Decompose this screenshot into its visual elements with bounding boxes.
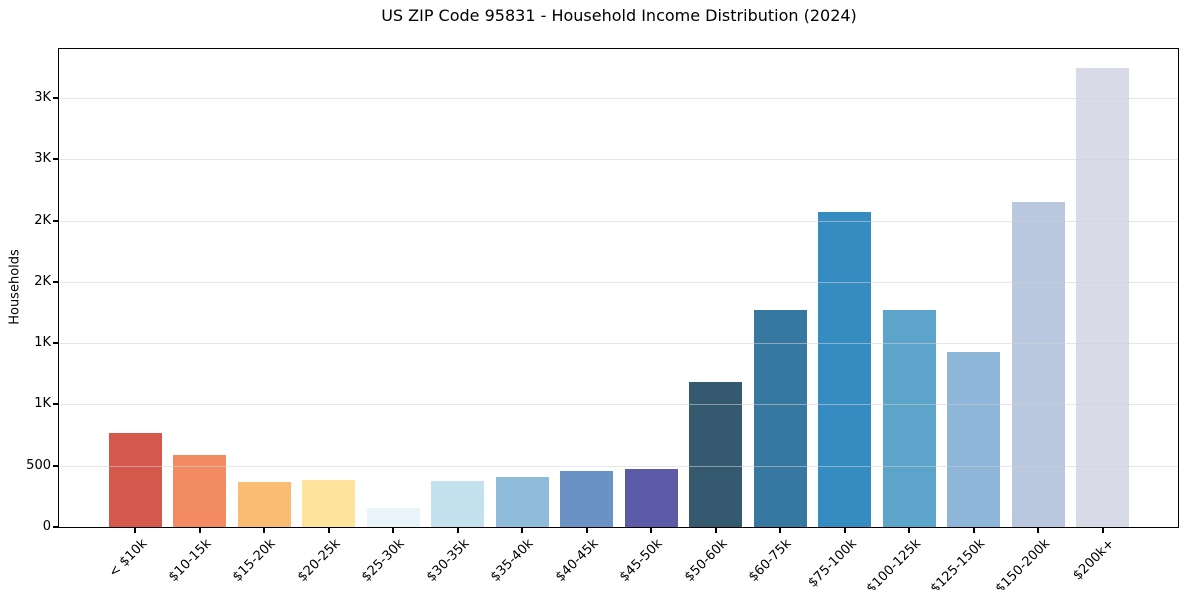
bar bbox=[753, 310, 807, 527]
y-tick-label: 2K bbox=[34, 273, 51, 289]
x-tick-mark bbox=[714, 528, 717, 533]
y-tick-mark bbox=[53, 342, 59, 345]
gridline bbox=[60, 281, 1178, 283]
x-tick-label: $10-15k bbox=[165, 536, 215, 585]
y-tick-mark bbox=[53, 158, 59, 161]
x-tick-mark bbox=[1101, 528, 1104, 533]
y-tick-label: 2K bbox=[34, 212, 51, 228]
x-tick-mark bbox=[263, 528, 265, 533]
bar bbox=[818, 212, 871, 527]
gridline bbox=[60, 404, 1178, 406]
x-tick-mark bbox=[779, 528, 781, 533]
bar bbox=[689, 381, 742, 527]
bar bbox=[431, 481, 484, 527]
x-tick-mark bbox=[456, 528, 459, 533]
bar bbox=[560, 470, 613, 527]
bar bbox=[302, 479, 355, 527]
gridline bbox=[60, 220, 1178, 222]
x-tick-label: $100-125k bbox=[863, 536, 924, 590]
x-tick-label: $60-75k bbox=[746, 536, 795, 585]
y-tick-label: 1K bbox=[34, 396, 51, 412]
x-tick-mark bbox=[908, 528, 910, 533]
bar bbox=[1011, 201, 1065, 527]
bar bbox=[882, 310, 936, 527]
bar bbox=[495, 477, 549, 527]
y-tick-mark bbox=[53, 403, 59, 406]
gridline bbox=[60, 98, 1178, 100]
x-tick-label: $45-50k bbox=[617, 536, 666, 585]
x-tick-label: $15-20k bbox=[230, 536, 279, 585]
y-tick-mark bbox=[53, 464, 59, 467]
y-tick-label: 3K bbox=[34, 151, 51, 167]
chart-title: US ZIP Code 95831 - Household Income Dis… bbox=[381, 6, 857, 25]
y-tick-label: 3K bbox=[34, 90, 51, 106]
x-tick-label: $125-150k bbox=[928, 536, 989, 590]
y-tick-mark bbox=[53, 97, 59, 100]
y-tick-label: 1K bbox=[34, 335, 51, 351]
y-tick-mark bbox=[53, 219, 59, 222]
bar bbox=[624, 469, 678, 527]
x-tick-label: $50-60k bbox=[681, 536, 731, 585]
x-tick-label: < $10k bbox=[105, 536, 150, 581]
x-tick-mark bbox=[972, 528, 975, 533]
bar bbox=[173, 455, 226, 527]
x-tick-mark bbox=[843, 528, 846, 533]
y-tick-mark bbox=[53, 526, 59, 528]
x-tick-label: $20-25k bbox=[294, 536, 344, 585]
x-tick-mark bbox=[392, 528, 394, 533]
x-tick-label: $30-35k bbox=[423, 536, 473, 585]
y-tick-label: 500 bbox=[26, 457, 51, 473]
x-tick-label: $150-200k bbox=[992, 536, 1053, 590]
x-tick-mark bbox=[521, 528, 523, 533]
bar bbox=[108, 432, 162, 527]
x-tick-mark bbox=[650, 528, 652, 533]
x-tick-label: $40-45k bbox=[552, 536, 602, 585]
bar bbox=[366, 508, 420, 527]
x-tick-mark bbox=[1037, 528, 1039, 533]
x-tick-label: $75-100k bbox=[805, 536, 860, 590]
x-tick-label: $25-30k bbox=[359, 536, 408, 585]
x-tick-label: $35-40k bbox=[488, 536, 537, 585]
x-tick-label: $200k+ bbox=[1070, 536, 1118, 584]
x-tick-mark bbox=[198, 528, 201, 533]
bar bbox=[237, 482, 291, 527]
y-tick-mark bbox=[53, 280, 59, 283]
bar bbox=[1076, 67, 1129, 527]
bar bbox=[947, 351, 1000, 527]
x-tick-mark bbox=[585, 528, 588, 533]
gridline bbox=[60, 465, 1178, 467]
x-tick-mark bbox=[327, 528, 330, 533]
gridline bbox=[60, 343, 1178, 345]
x-tick-mark bbox=[134, 528, 136, 533]
y-tick-label: 0 bbox=[42, 519, 51, 534]
gridline bbox=[60, 159, 1178, 161]
